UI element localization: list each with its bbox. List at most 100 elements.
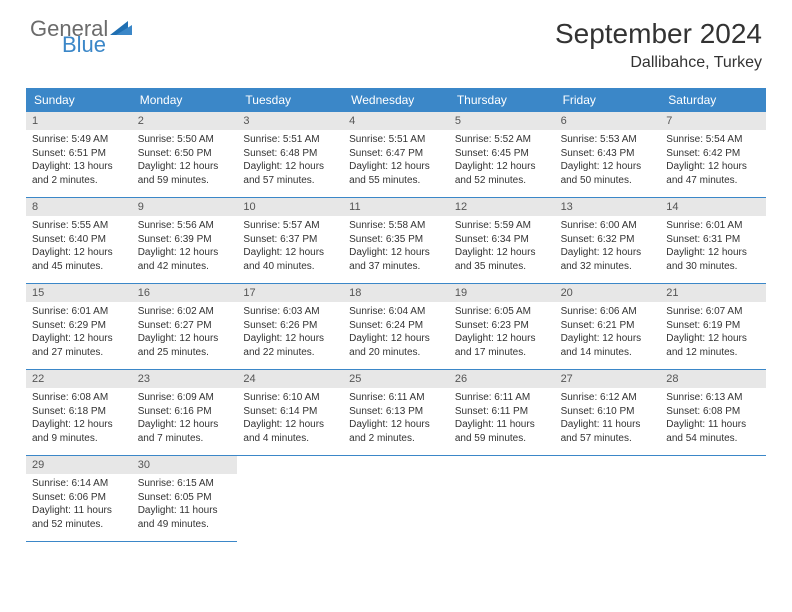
sunset-line: Sunset: 6:51 PM	[32, 147, 126, 161]
calendar-day-cell: 5Sunrise: 5:52 AMSunset: 6:45 PMDaylight…	[449, 112, 555, 198]
day-details: Sunrise: 6:03 AMSunset: 6:26 PMDaylight:…	[237, 302, 343, 365]
day-number: 6	[555, 112, 661, 130]
calendar-day-cell: 28Sunrise: 6:13 AMSunset: 6:08 PMDayligh…	[660, 370, 766, 456]
sunrise-line: Sunrise: 5:58 AM	[349, 219, 443, 233]
calendar-day-cell: 29Sunrise: 6:14 AMSunset: 6:06 PMDayligh…	[26, 456, 132, 542]
sunrise-line: Sunrise: 6:12 AM	[561, 391, 655, 405]
daylight-line: Daylight: 13 hours and 2 minutes.	[32, 160, 126, 187]
sunset-line: Sunset: 6:32 PM	[561, 233, 655, 247]
sunset-line: Sunset: 6:34 PM	[455, 233, 549, 247]
calendar-day-cell: 6Sunrise: 5:53 AMSunset: 6:43 PMDaylight…	[555, 112, 661, 198]
day-details: Sunrise: 5:53 AMSunset: 6:43 PMDaylight:…	[555, 130, 661, 193]
day-details: Sunrise: 5:54 AMSunset: 6:42 PMDaylight:…	[660, 130, 766, 193]
calendar-weekday-header: SundayMondayTuesdayWednesdayThursdayFrid…	[26, 88, 766, 112]
day-details: Sunrise: 6:12 AMSunset: 6:10 PMDaylight:…	[555, 388, 661, 451]
calendar-day-cell: 1Sunrise: 5:49 AMSunset: 6:51 PMDaylight…	[26, 112, 132, 198]
calendar-day-cell: 9Sunrise: 5:56 AMSunset: 6:39 PMDaylight…	[132, 198, 238, 284]
weekday-header-cell: Wednesday	[343, 88, 449, 112]
daylight-line: Daylight: 12 hours and 22 minutes.	[243, 332, 337, 359]
day-details: Sunrise: 5:52 AMSunset: 6:45 PMDaylight:…	[449, 130, 555, 193]
day-details: Sunrise: 5:58 AMSunset: 6:35 PMDaylight:…	[343, 216, 449, 279]
sunrise-line: Sunrise: 5:54 AM	[666, 133, 760, 147]
calendar-day-cell: 7Sunrise: 5:54 AMSunset: 6:42 PMDaylight…	[660, 112, 766, 198]
day-number: 12	[449, 198, 555, 216]
daylight-line: Daylight: 12 hours and 59 minutes.	[138, 160, 232, 187]
daylight-line: Daylight: 12 hours and 40 minutes.	[243, 246, 337, 273]
daylight-line: Daylight: 11 hours and 52 minutes.	[32, 504, 126, 531]
day-number: 26	[449, 370, 555, 388]
day-number: 3	[237, 112, 343, 130]
calendar-day-cell: 10Sunrise: 5:57 AMSunset: 6:37 PMDayligh…	[237, 198, 343, 284]
day-number: 17	[237, 284, 343, 302]
sunrise-line: Sunrise: 6:13 AM	[666, 391, 760, 405]
weekday-header-cell: Thursday	[449, 88, 555, 112]
sunset-line: Sunset: 6:21 PM	[561, 319, 655, 333]
day-number: 22	[26, 370, 132, 388]
sunset-line: Sunset: 6:50 PM	[138, 147, 232, 161]
day-number: 2	[132, 112, 238, 130]
day-details: Sunrise: 6:14 AMSunset: 6:06 PMDaylight:…	[26, 474, 132, 537]
sunrise-line: Sunrise: 6:11 AM	[455, 391, 549, 405]
day-details: Sunrise: 6:15 AMSunset: 6:05 PMDaylight:…	[132, 474, 238, 537]
sunset-line: Sunset: 6:16 PM	[138, 405, 232, 419]
sunrise-line: Sunrise: 6:03 AM	[243, 305, 337, 319]
day-details: Sunrise: 5:51 AMSunset: 6:47 PMDaylight:…	[343, 130, 449, 193]
sunrise-line: Sunrise: 6:10 AM	[243, 391, 337, 405]
calendar-day-cell: 4Sunrise: 5:51 AMSunset: 6:47 PMDaylight…	[343, 112, 449, 198]
page-header: General Blue September 2024 Dallibahce, …	[0, 0, 792, 80]
calendar-body: 1Sunrise: 5:49 AMSunset: 6:51 PMDaylight…	[26, 112, 766, 542]
sunset-line: Sunset: 6:18 PM	[32, 405, 126, 419]
sunrise-line: Sunrise: 6:07 AM	[666, 305, 760, 319]
weekday-header-cell: Tuesday	[237, 88, 343, 112]
weekday-header-cell: Saturday	[660, 88, 766, 112]
calendar-day-cell: 16Sunrise: 6:02 AMSunset: 6:27 PMDayligh…	[132, 284, 238, 370]
day-number: 9	[132, 198, 238, 216]
sunset-line: Sunset: 6:08 PM	[666, 405, 760, 419]
sunset-line: Sunset: 6:37 PM	[243, 233, 337, 247]
sunrise-line: Sunrise: 5:51 AM	[243, 133, 337, 147]
day-details: Sunrise: 6:04 AMSunset: 6:24 PMDaylight:…	[343, 302, 449, 365]
day-details: Sunrise: 5:51 AMSunset: 6:48 PMDaylight:…	[237, 130, 343, 193]
daylight-line: Daylight: 11 hours and 57 minutes.	[561, 418, 655, 445]
sunset-line: Sunset: 6:19 PM	[666, 319, 760, 333]
sunrise-line: Sunrise: 6:01 AM	[666, 219, 760, 233]
sunrise-line: Sunrise: 6:15 AM	[138, 477, 232, 491]
sunrise-line: Sunrise: 6:09 AM	[138, 391, 232, 405]
sunset-line: Sunset: 6:43 PM	[561, 147, 655, 161]
daylight-line: Daylight: 12 hours and 35 minutes.	[455, 246, 549, 273]
weekday-header-cell: Friday	[555, 88, 661, 112]
logo-word-blue: Blue	[62, 34, 132, 56]
day-number: 19	[449, 284, 555, 302]
calendar-day-cell: 17Sunrise: 6:03 AMSunset: 6:26 PMDayligh…	[237, 284, 343, 370]
weekday-header-cell: Sunday	[26, 88, 132, 112]
day-number: 30	[132, 456, 238, 474]
sunset-line: Sunset: 6:13 PM	[349, 405, 443, 419]
sunset-line: Sunset: 6:45 PM	[455, 147, 549, 161]
day-details: Sunrise: 5:55 AMSunset: 6:40 PMDaylight:…	[26, 216, 132, 279]
day-details: Sunrise: 6:08 AMSunset: 6:18 PMDaylight:…	[26, 388, 132, 451]
sunset-line: Sunset: 6:35 PM	[349, 233, 443, 247]
calendar-day-cell	[555, 456, 661, 542]
sunset-line: Sunset: 6:11 PM	[455, 405, 549, 419]
daylight-line: Daylight: 12 hours and 2 minutes.	[349, 418, 443, 445]
sunset-line: Sunset: 6:31 PM	[666, 233, 760, 247]
page-subtitle: Dallibahce, Turkey	[555, 54, 762, 72]
daylight-line: Daylight: 12 hours and 42 minutes.	[138, 246, 232, 273]
daylight-line: Daylight: 12 hours and 32 minutes.	[561, 246, 655, 273]
day-number: 14	[660, 198, 766, 216]
calendar-day-cell: 11Sunrise: 5:58 AMSunset: 6:35 PMDayligh…	[343, 198, 449, 284]
sunset-line: Sunset: 6:48 PM	[243, 147, 337, 161]
calendar-day-cell: 2Sunrise: 5:50 AMSunset: 6:50 PMDaylight…	[132, 112, 238, 198]
sunset-line: Sunset: 6:29 PM	[32, 319, 126, 333]
day-number: 10	[237, 198, 343, 216]
sunset-line: Sunset: 6:42 PM	[666, 147, 760, 161]
day-details: Sunrise: 6:09 AMSunset: 6:16 PMDaylight:…	[132, 388, 238, 451]
day-number: 5	[449, 112, 555, 130]
daylight-line: Daylight: 12 hours and 30 minutes.	[666, 246, 760, 273]
day-number: 16	[132, 284, 238, 302]
sunset-line: Sunset: 6:05 PM	[138, 491, 232, 505]
day-number: 15	[26, 284, 132, 302]
day-number: 7	[660, 112, 766, 130]
day-number: 25	[343, 370, 449, 388]
day-number: 27	[555, 370, 661, 388]
